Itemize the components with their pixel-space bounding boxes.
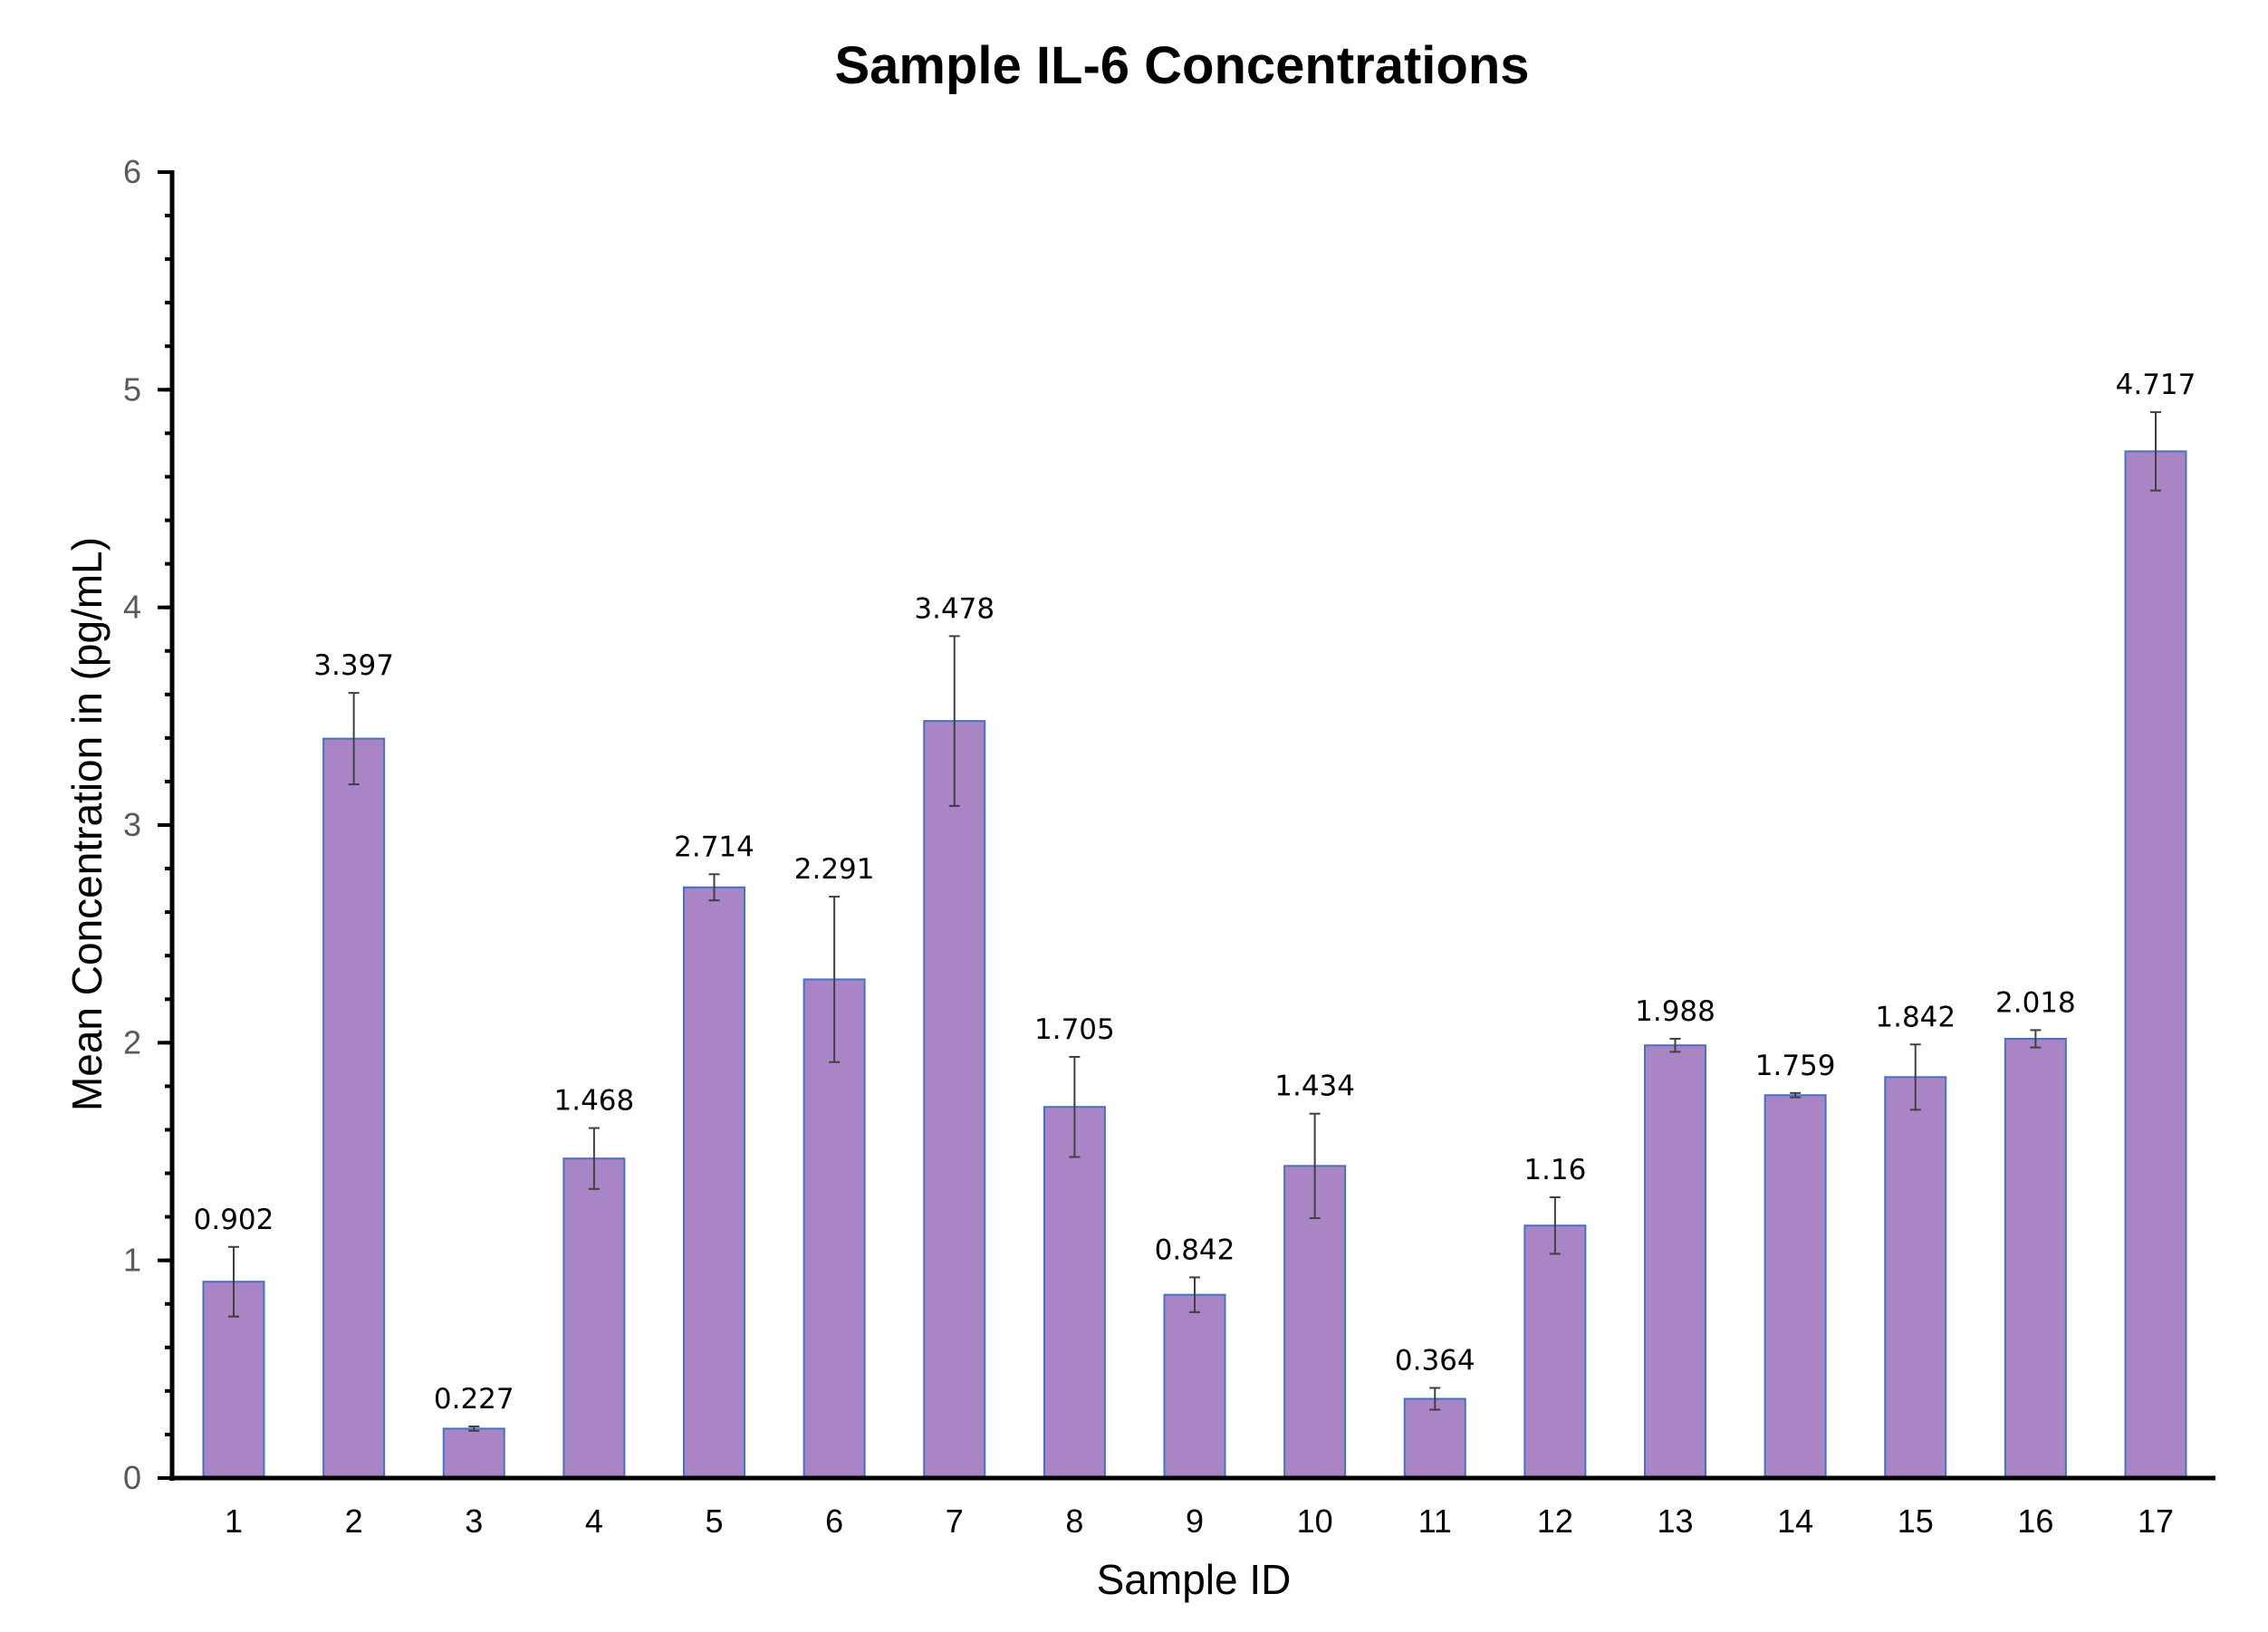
bar (1763, 1094, 1827, 1479)
x-tick-label: 4 (585, 1502, 603, 1540)
x-tick-label: 5 (705, 1502, 723, 1540)
x-axis: 1 2 3 4 5 6 7 8 9 10 11 12 13 14 15 16 17 (169, 1475, 2215, 1540)
bar (1523, 1224, 1587, 1480)
y-tick-label: 0 (123, 1459, 141, 1496)
x-tick-label: 6 (825, 1502, 843, 1540)
data-label: 0.227 (434, 1383, 514, 1416)
x-tick-label: 8 (1065, 1502, 1083, 1540)
chart-title: Sample IL-6 Concentrations (834, 36, 1529, 95)
data-label: 1.705 (1034, 1013, 1115, 1046)
y-axis: 0 1 2 3 4 5 6 (123, 153, 175, 1496)
y-axis-label: Mean Concentration in (pg/mL) (63, 537, 111, 1111)
y-tick-label: 6 (123, 153, 141, 190)
data-label: 2.714 (674, 830, 754, 863)
bar (1884, 1076, 1947, 1480)
data-label: 2.291 (794, 853, 875, 886)
y-tick-label: 1 (123, 1242, 141, 1279)
data-label: 2.018 (1995, 986, 2076, 1019)
data-label: 1.759 (1755, 1050, 1836, 1082)
x-tick-label: 16 (2017, 1502, 2053, 1540)
y-tick-label: 5 (123, 370, 141, 408)
data-label: 3.397 (313, 649, 394, 682)
data-label: 3.478 (914, 592, 995, 625)
x-tick-label: 14 (1777, 1502, 1813, 1540)
x-tick-label: 1 (225, 1502, 243, 1540)
x-tick-label: 10 (1297, 1502, 1333, 1540)
x-tick-label: 11 (1418, 1502, 1452, 1540)
x-tick-label: 15 (1898, 1502, 1934, 1540)
data-label: 1.468 (554, 1085, 635, 1118)
x-tick-label: 2 (345, 1502, 363, 1540)
bar (1163, 1293, 1226, 1479)
y-tick-label: 2 (123, 1023, 141, 1061)
bar (2004, 1038, 2067, 1479)
bar (1644, 1044, 1706, 1479)
bar (2124, 450, 2187, 1479)
data-label: 1.988 (1635, 995, 1715, 1028)
data-label: 4.717 (2116, 369, 2196, 401)
x-axis-label: Sample ID (1097, 1556, 1292, 1603)
data-label: 1.16 (1523, 1154, 1586, 1186)
x-tick-label: 7 (946, 1502, 964, 1540)
data-label: 1.842 (1875, 1001, 1956, 1033)
bar (562, 1157, 626, 1479)
y-tick-label: 4 (123, 589, 141, 626)
x-tick-label: 12 (1537, 1502, 1573, 1540)
data-label: 1.434 (1274, 1070, 1355, 1103)
bar (683, 886, 745, 1479)
data-label: 0.364 (1395, 1345, 1475, 1378)
x-tick-label: 13 (1657, 1502, 1693, 1540)
bar (923, 720, 986, 1479)
x-tick-label: 17 (2138, 1502, 2174, 1540)
data-label: 0.842 (1155, 1234, 1235, 1266)
y-tick-label: 3 (123, 806, 141, 843)
x-tick-label: 9 (1186, 1502, 1204, 1540)
x-tick-label: 3 (465, 1502, 483, 1540)
bar (1043, 1106, 1106, 1480)
bar (1403, 1397, 1466, 1480)
bar (322, 737, 386, 1479)
data-label: 0.902 (194, 1204, 274, 1236)
bars: 0.902 3.397 0.227 1.468 2.714 2.291 3.478 1.705… (194, 369, 2196, 1480)
bar (442, 1427, 505, 1480)
